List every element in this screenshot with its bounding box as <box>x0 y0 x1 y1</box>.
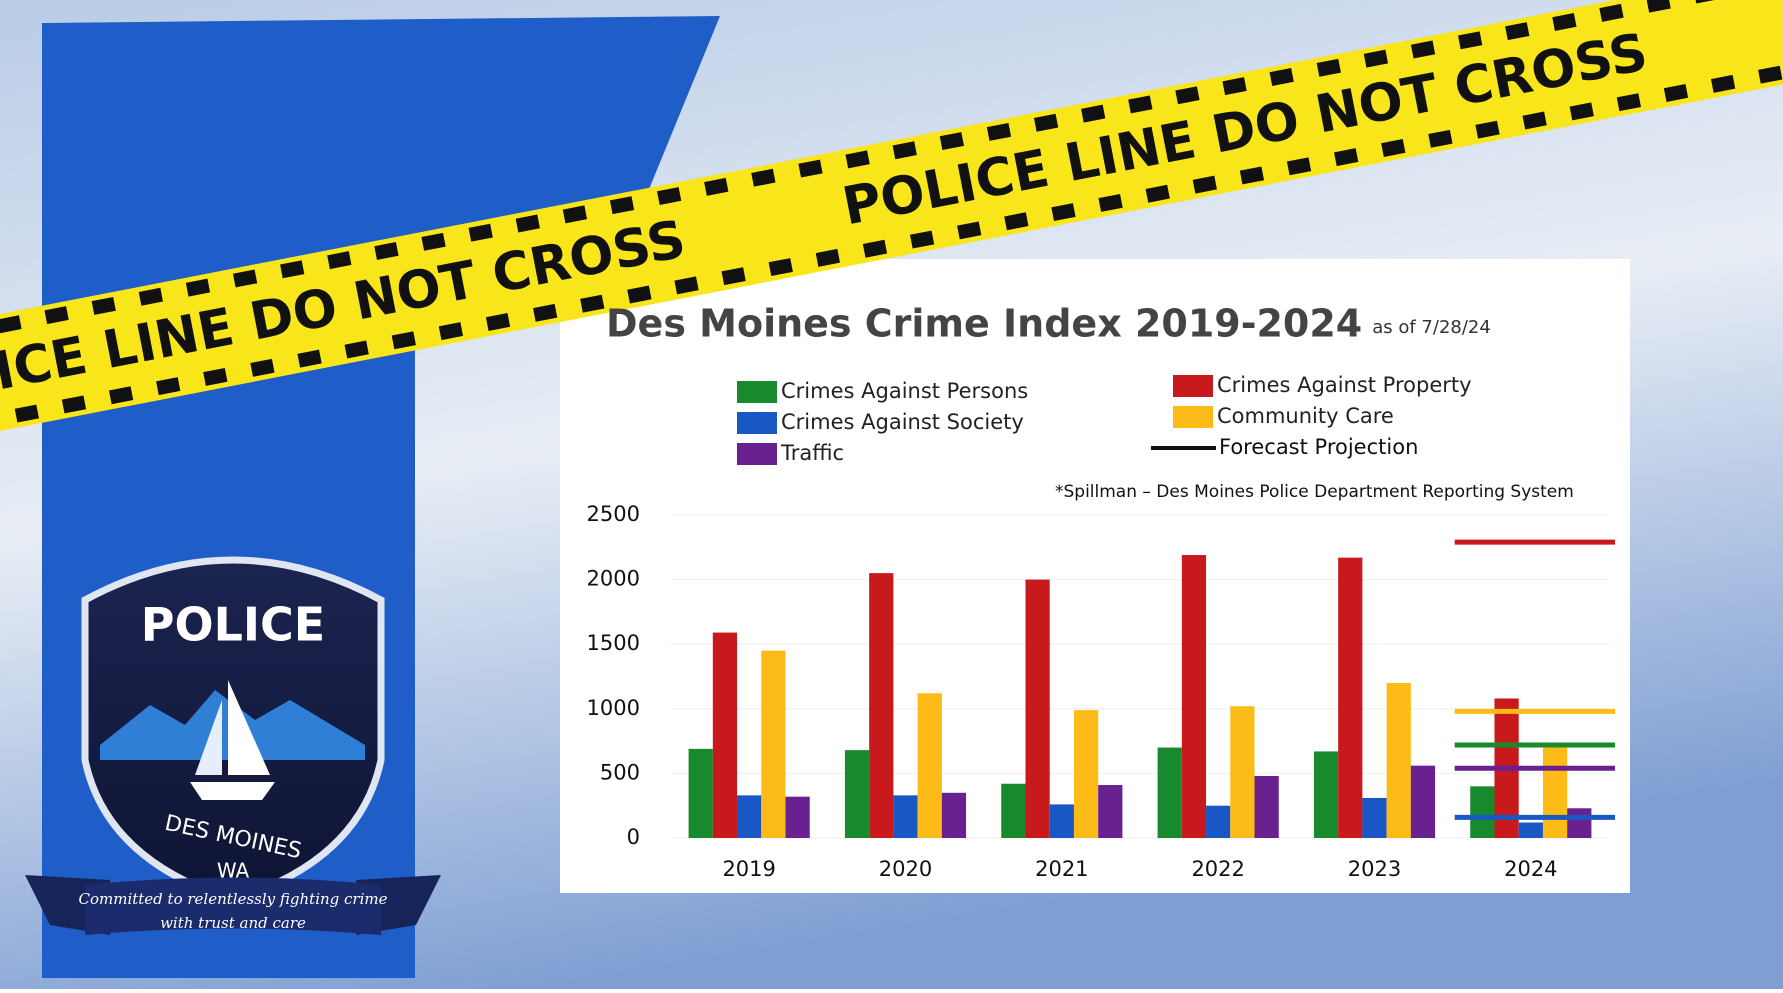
legend-label: Traffic <box>780 441 844 465</box>
bar <box>737 795 761 838</box>
x-tick-label: 2019 <box>722 857 775 881</box>
chart-note: *Spillman – Des Moines Police Department… <box>1055 482 1574 502</box>
bar <box>893 795 917 838</box>
bar <box>786 797 810 838</box>
bar <box>1387 683 1411 838</box>
bar <box>713 633 737 838</box>
bar <box>761 651 785 838</box>
y-tick-label: 1500 <box>587 631 640 655</box>
bar <box>1025 580 1049 838</box>
legend-swatch <box>1173 375 1213 397</box>
bar <box>845 750 869 838</box>
bar <box>1470 786 1494 838</box>
bar <box>1074 710 1098 838</box>
page: POLICE LINE DO NOT CROSS POLICE LINE DO … <box>0 0 1783 989</box>
legend-label: Crimes Against Society <box>781 410 1024 434</box>
police-badge: POLICE DES MOINES WA Committed to relent… <box>25 560 441 935</box>
y-tick-label: 500 <box>600 760 640 784</box>
bar <box>1050 804 1074 838</box>
bar <box>1519 822 1543 838</box>
bar <box>1314 751 1338 838</box>
bar <box>1411 766 1435 838</box>
bar <box>869 573 893 838</box>
slide: POLICE LINE DO NOT CROSS POLICE LINE DO … <box>0 0 1783 989</box>
bar <box>1255 776 1279 838</box>
bar <box>1543 748 1567 838</box>
legend-swatch <box>1173 406 1213 428</box>
bar <box>1338 558 1362 838</box>
bar <box>1098 785 1122 838</box>
bar <box>1001 784 1025 838</box>
x-tick-label: 2023 <box>1348 857 1401 881</box>
legend-label: Community Care <box>1217 404 1394 428</box>
legend-label: Crimes Against Persons <box>781 379 1028 403</box>
legend-swatch <box>737 443 777 465</box>
bar <box>942 793 966 838</box>
bar <box>689 749 713 838</box>
y-tick-label: 2500 <box>587 502 640 526</box>
bar <box>1567 808 1591 838</box>
bar <box>1182 555 1206 838</box>
bar <box>1230 706 1254 838</box>
y-tick-label: 0 <box>627 825 640 849</box>
chart-subtitle: as of 7/28/24 <box>1372 317 1491 338</box>
badge-boat <box>190 782 275 800</box>
x-tick-label: 2024 <box>1504 857 1557 881</box>
badge-motto: with trust and care <box>160 914 306 932</box>
badge-title: POLICE <box>141 598 325 652</box>
badge-motto: Committed to relentlessly fighting crime <box>79 890 388 908</box>
x-tick-label: 2020 <box>879 857 932 881</box>
legend-label: Forecast Projection <box>1219 435 1418 459</box>
legend-swatch <box>737 381 777 403</box>
x-tick-label: 2022 <box>1191 857 1244 881</box>
bar <box>1158 748 1182 838</box>
legend-label: Crimes Against Property <box>1217 373 1472 397</box>
y-tick-label: 2000 <box>587 567 640 591</box>
legend-swatch <box>737 412 777 434</box>
bar <box>918 693 942 838</box>
bar <box>1362 798 1386 838</box>
y-tick-label: 1000 <box>587 696 640 720</box>
x-tick-label: 2021 <box>1035 857 1088 881</box>
bar <box>1206 806 1230 838</box>
chart-title: Des Moines Crime Index 2019-2024 <box>606 302 1362 346</box>
